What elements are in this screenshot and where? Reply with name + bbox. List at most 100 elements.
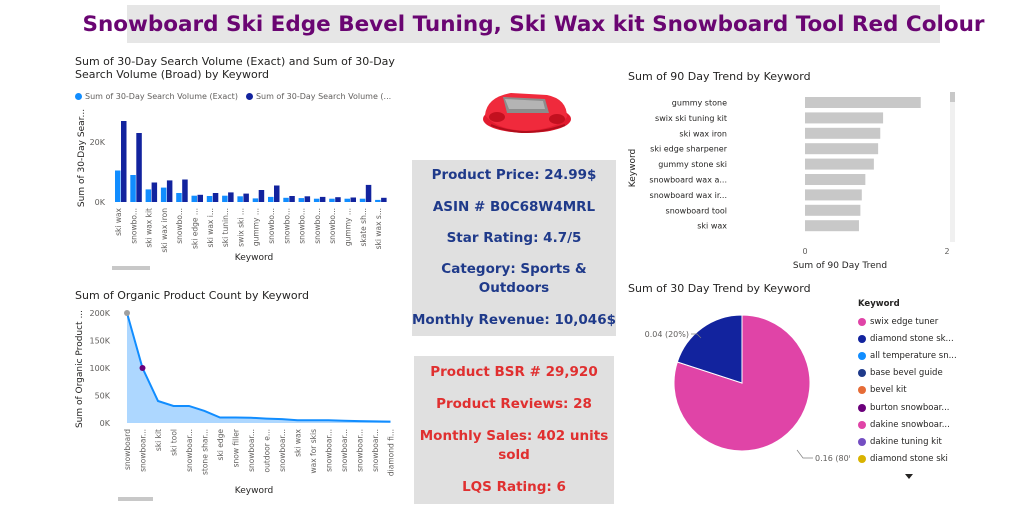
bar[interactable] — [805, 220, 859, 232]
bar[interactable] — [289, 196, 295, 202]
bar[interactable] — [222, 195, 228, 202]
pie-legend-title: Keyword — [858, 299, 900, 309]
pie-legend-item[interactable]: base bevel guide — [858, 365, 983, 382]
bar[interactable] — [344, 198, 351, 202]
trend-30-pie-chart[interactable]: 0.16 (80%) 0.04 (20%) — [625, 300, 850, 470]
bar[interactable] — [237, 196, 243, 202]
x-tick-label: ski edge — [216, 429, 225, 461]
page-title-bar: Snowboard Ski Edge Bevel Tuning, Ski Wax… — [82, 5, 985, 43]
bar[interactable] — [166, 180, 173, 202]
x-axis-label: Keyword — [235, 486, 273, 496]
x-tick-label: gummy ... — [252, 208, 261, 246]
pie-legend-label: base bevel guide — [870, 368, 943, 379]
bar[interactable] — [805, 174, 866, 185]
bar[interactable] — [212, 193, 219, 202]
trend-90-bar-chart[interactable]: Keyword gummy stone swix ski tuning kit sk… — [625, 88, 965, 273]
bar[interactable] — [274, 185, 280, 203]
bar[interactable] — [335, 197, 341, 202]
pie-slice[interactable] — [676, 314, 743, 384]
horizontal-scrollbar[interactable] — [118, 497, 153, 501]
bar[interactable] — [258, 190, 265, 202]
trend-30-chart-title: Sum of 30 Day Trend by Keyword — [628, 282, 811, 295]
pie-slice[interactable] — [673, 314, 811, 452]
bar[interactable] — [375, 199, 381, 202]
bar[interactable] — [130, 175, 136, 202]
pie-legend-item[interactable]: diamond stone sk... — [858, 330, 983, 347]
bar[interactable] — [304, 196, 311, 202]
bar[interactable] — [176, 193, 182, 202]
legend-item-exact[interactable]: Sum of 30-Day Search Volume (Exact) — [75, 92, 238, 101]
bar[interactable] — [228, 192, 234, 202]
bar[interactable] — [359, 198, 366, 202]
x-tick-label: snowboar... — [340, 429, 349, 472]
x-tick-label: ski wax s... — [374, 208, 383, 249]
bar[interactable] — [191, 195, 198, 202]
search-volume-bar-chart[interactable]: Sum of 30-Day Sear... 0K 20K ski wax snow… — [70, 100, 400, 272]
bar[interactable] — [283, 197, 289, 202]
legend-dot-icon — [858, 334, 866, 343]
data-point[interactable] — [124, 310, 130, 316]
bar[interactable] — [365, 184, 372, 202]
bar[interactable] — [319, 196, 326, 202]
bar[interactable] — [313, 198, 320, 202]
pie-legend-item[interactable]: bevel kit — [858, 382, 983, 399]
bar[interactable] — [298, 198, 305, 202]
x-tick-label: snowbo... — [282, 208, 291, 244]
vertical-scrollbar-track[interactable] — [950, 92, 955, 242]
search-volume-legend[interactable]: Sum of 30-Day Search Volume (Exact) Sum … — [75, 92, 391, 101]
bar[interactable] — [151, 182, 158, 203]
x-tick-label: snowboard — [123, 429, 132, 470]
bar[interactable] — [160, 187, 167, 202]
bar[interactable] — [121, 121, 127, 202]
pie-legend-item[interactable]: all temperature sn... — [858, 347, 983, 364]
pie-legend-item[interactable]: diamond stone ski — [858, 451, 983, 468]
bar[interactable] — [805, 127, 881, 139]
bar[interactable] — [805, 158, 874, 170]
y-tick-label: snowboard wax a... — [649, 176, 727, 185]
leader-line — [691, 333, 702, 339]
bar[interactable] — [136, 133, 142, 202]
bar[interactable] — [197, 194, 204, 202]
bar[interactable] — [268, 196, 274, 202]
chart-title-line2: Search Volume (Broad) by Keyword — [75, 68, 270, 81]
bar[interactable] — [805, 112, 884, 124]
pie-legend-item[interactable]: burton snowboar... — [858, 399, 983, 416]
legend-dot-icon — [858, 437, 866, 446]
pie-legend[interactable]: Keyword swix edge tuner diamond stone sk.… — [858, 299, 983, 479]
pie-legend-item[interactable]: dakine snowboar... — [858, 416, 983, 433]
bar[interactable] — [805, 143, 879, 155]
legend-item-broad[interactable]: Sum of 30-Day Search Volume (... — [245, 92, 391, 101]
bar[interactable] — [115, 170, 121, 203]
bar[interactable] — [206, 196, 213, 202]
bar[interactable] — [805, 204, 861, 216]
bar[interactable] — [243, 193, 249, 202]
legend-dot-icon — [858, 386, 866, 395]
area-fill — [127, 313, 391, 423]
pie-legend-item[interactable]: dakine tuning kit — [858, 433, 983, 450]
bar[interactable] — [805, 189, 862, 201]
bar[interactable] — [182, 179, 188, 203]
bar[interactable] — [252, 198, 259, 202]
chevron-down-icon[interactable] — [905, 473, 913, 479]
y-tick-label: gummy stone — [672, 99, 727, 108]
x-tick-label: ski wax iron — [160, 208, 169, 253]
bar[interactable] — [805, 97, 921, 108]
horizontal-scrollbar[interactable] — [112, 266, 150, 270]
x-tick-label: ski edge ... — [191, 208, 200, 249]
pie-legend-label: dakine tuning kit — [870, 436, 942, 447]
bar[interactable] — [329, 198, 335, 202]
bar[interactable] — [381, 197, 387, 202]
x-tick-label: ski kit — [154, 429, 163, 451]
vertical-scrollbar-thumb[interactable] — [950, 92, 955, 102]
area-line[interactable] — [126, 312, 391, 423]
y-tick-label: swix ski tuning kit — [655, 114, 727, 123]
pie-legend-item[interactable]: swix edge tuner — [858, 313, 983, 330]
y-tick-label: 0K — [95, 198, 106, 207]
bar[interactable] — [145, 189, 152, 202]
x-tick-label: snowbo... — [298, 208, 307, 244]
data-point[interactable] — [139, 365, 146, 371]
product-reviews: Product Reviews: 28 — [436, 395, 592, 412]
y-tick-label: 20K — [90, 138, 106, 147]
organic-count-area-chart[interactable]: Sum of Organic Product ... 0K 50K 100K 150K… — [70, 303, 400, 503]
bar[interactable] — [350, 197, 357, 203]
